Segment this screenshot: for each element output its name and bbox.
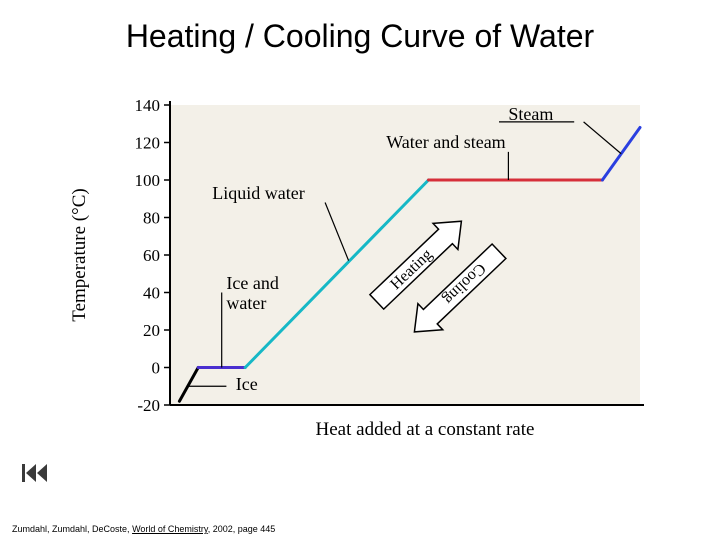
x-axis-label: Heat added at a constant rate (316, 419, 535, 440)
y-axis-label: Temperature (°C) (69, 188, 90, 321)
y-tick-label: 120 (135, 134, 161, 153)
y-tick-label: -20 (137, 396, 160, 415)
citation: Zumdahl, Zumdahl, DeCoste, World of Chem… (12, 524, 275, 534)
page-title: Heating / Cooling Curve of Water (0, 18, 720, 55)
heating-cooling-chart: -20 0 20 40 60 80 100 120 140 Temperature (°C) Hea… (55, 95, 665, 465)
y-tick-label: 40 (143, 284, 160, 303)
citation-rest: , 2002, page 445 (208, 524, 276, 534)
y-tick-label: 0 (152, 359, 161, 378)
citation-book: World of Chemistry (132, 524, 208, 534)
citation-authors: Zumdahl, Zumdahl, DeCoste, (12, 524, 132, 534)
label-ice-and-water-1: Ice and (226, 273, 278, 293)
label-steam: Steam (508, 104, 553, 124)
label-liquid-water: Liquid water (212, 183, 304, 203)
y-tick-label: 140 (135, 96, 161, 115)
rewind-icon[interactable] (22, 462, 48, 484)
y-tick-label: 80 (143, 209, 160, 228)
y-tick-label: 20 (143, 321, 160, 340)
y-tick-label: 100 (135, 171, 161, 190)
y-tick-label: 60 (143, 246, 160, 265)
label-water-and-steam: Water and steam (386, 132, 506, 152)
label-ice-and-water-2: water (226, 293, 266, 313)
page-root: Heating / Cooling Curve of Water -20 0 20 4… (0, 0, 720, 540)
label-ice: Ice (236, 374, 258, 394)
